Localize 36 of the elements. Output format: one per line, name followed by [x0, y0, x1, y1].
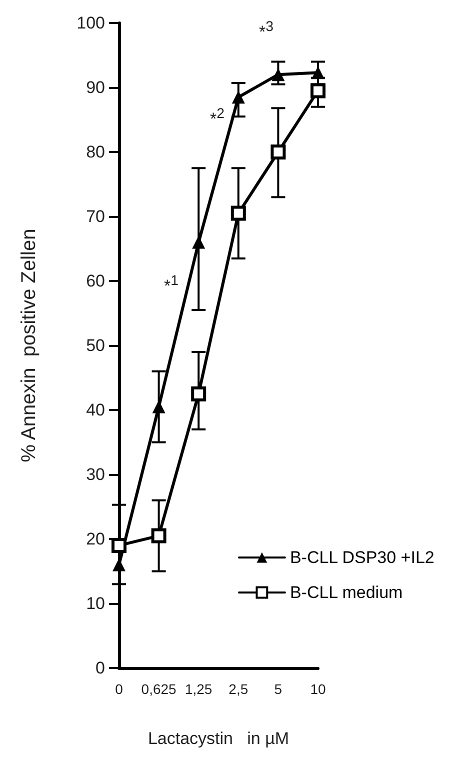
x-tick-label: 0 — [115, 681, 124, 697]
x-axis-title: Lactacystin in µM — [148, 729, 290, 748]
y-tick-label: 50 — [86, 336, 105, 355]
y-tick-label: 10 — [86, 594, 105, 613]
point — [151, 528, 166, 544]
point — [191, 386, 206, 402]
x-tick-label: 1,25 — [184, 681, 212, 697]
x-tick-label: 0,625 — [141, 681, 177, 697]
y-tick-label: 30 — [86, 465, 105, 484]
y-tick-label: 100 — [76, 14, 105, 32]
x-tick-label: 10 — [310, 681, 326, 697]
point — [112, 558, 126, 572]
y-tick-label: 60 — [86, 272, 105, 290]
point — [232, 90, 245, 104]
y-tick-label: 0 — [96, 658, 105, 678]
y-tick-label: 80 — [86, 142, 105, 162]
annotation: *$^{2}$ — [210, 106, 224, 129]
y-axis-title: % Annexin positive Zellen — [18, 228, 40, 462]
point — [192, 236, 206, 249]
y-tick-label: 40 — [86, 400, 105, 420]
point — [312, 66, 324, 80]
y-tick-label: 20 — [86, 530, 105, 548]
legend-label: B-CLL DSP30 +IL2 — [290, 548, 434, 567]
x-tick-label: 5 — [274, 681, 282, 697]
annotation: *$^{1}$ — [164, 273, 178, 296]
y-tick-label: 70 — [86, 207, 105, 226]
x-tick-label: 2,5 — [228, 681, 248, 697]
point — [270, 144, 286, 160]
y-tick-label: 90 — [86, 78, 105, 97]
point — [152, 400, 166, 414]
point — [230, 206, 246, 221]
point — [310, 83, 326, 98]
legend-label: B-CLL medium — [290, 583, 403, 602]
point — [272, 68, 285, 82]
annotation: *$^{3}$ — [259, 19, 274, 42]
point — [112, 538, 126, 553]
